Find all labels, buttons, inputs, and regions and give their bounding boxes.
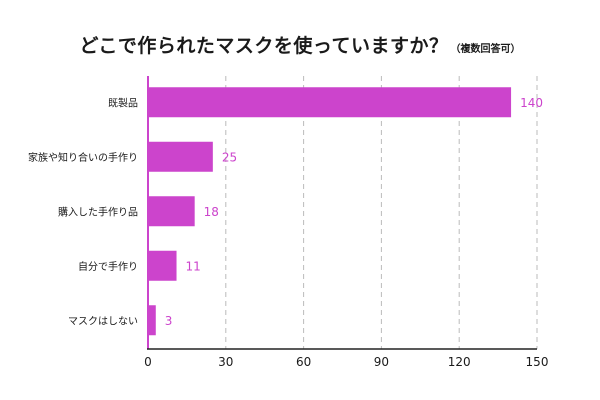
category-label: 家族や知り合いの手作り bbox=[28, 151, 138, 164]
x-tick-label: 90 bbox=[374, 355, 389, 369]
bar-value-label: 3 bbox=[165, 314, 173, 328]
x-tick-label: 120 bbox=[448, 355, 471, 369]
x-tick-label: 150 bbox=[526, 355, 549, 369]
category-label: 自分で手作り bbox=[78, 260, 138, 273]
x-tick-label: 30 bbox=[218, 355, 233, 369]
bar bbox=[148, 141, 213, 172]
bar bbox=[148, 305, 156, 336]
bar-value-label: 140 bbox=[520, 96, 543, 110]
chart-title: どこで作られたマスクを使っていますか？ bbox=[79, 35, 449, 57]
category-label: 既製品 bbox=[108, 96, 138, 109]
bar-value-label: 11 bbox=[186, 259, 201, 273]
category-label: マスクはしない bbox=[68, 315, 138, 327]
x-tick-label: 60 bbox=[296, 355, 311, 369]
category-label: 購入した手作り品 bbox=[58, 205, 138, 218]
bar bbox=[148, 87, 512, 118]
bar bbox=[148, 196, 195, 227]
bar-value-label: 25 bbox=[222, 150, 237, 164]
x-tick-label: 0 bbox=[144, 355, 152, 369]
bar-value-label: 18 bbox=[204, 205, 219, 219]
chart-subtitle: （複数回答可） bbox=[450, 44, 521, 55]
bar bbox=[148, 250, 177, 281]
chart-title-row: どこで作られたマスクを使っていますか？ （複数回答可） bbox=[0, 31, 600, 58]
